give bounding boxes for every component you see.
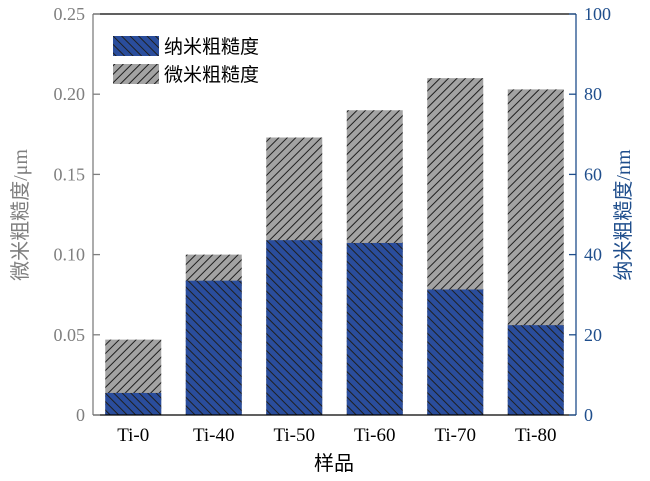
right-tick-label: 60	[584, 164, 602, 184]
right-tick-label: 0	[584, 405, 593, 425]
right-tick-label: 20	[584, 325, 602, 345]
micro-bars	[105, 78, 564, 416]
left-axis-title: 微米粗糙度/μm	[9, 149, 32, 281]
right-axis-ticks: 0 20 40 60 80 100	[569, 4, 611, 425]
nano-bar-Ti-40	[185, 280, 242, 415]
left-tick-label: 0	[76, 405, 85, 425]
nano-bar-Ti-0	[105, 392, 162, 415]
left-tick-label: 0.10	[54, 245, 86, 265]
x-tick-label: Ti-50	[273, 425, 315, 446]
legend: 纳米粗糙度 微米粗糙度	[113, 36, 259, 86]
nano-bar-Ti-80	[507, 325, 564, 415]
left-axis-ticks: 0 0.05 0.10 0.15 0.20 0.25	[54, 4, 100, 425]
x-tick-label: Ti-70	[434, 425, 476, 446]
legend-label-micro: 微米粗糙度	[164, 64, 259, 86]
nano-bar-Ti-50	[266, 240, 323, 415]
nano-bar-Ti-60	[346, 242, 403, 415]
left-tick-label: 0.15	[54, 164, 86, 184]
nano-bars	[105, 240, 564, 415]
left-tick-label: 0.25	[54, 4, 86, 24]
right-tick-label: 100	[584, 4, 611, 24]
x-tick-label: Ti-0	[117, 425, 149, 446]
legend-swatch-nano	[113, 36, 159, 56]
left-tick-label: 0.20	[54, 84, 86, 104]
nano-bar-Ti-70	[427, 289, 484, 415]
legend-swatch-micro	[113, 64, 159, 84]
x-tick-label: Ti-40	[193, 425, 235, 446]
right-tick-label: 80	[584, 84, 602, 104]
x-tick-label: Ti-80	[515, 425, 557, 446]
right-tick-label: 40	[584, 245, 602, 265]
x-axis-ticks: Ti-0 Ti-40 Ti-50 Ti-60 Ti-70 Ti-80	[117, 425, 556, 446]
x-tick-label: Ti-60	[354, 425, 396, 446]
right-axis-title: 纳米粗糙度/nm	[612, 149, 635, 281]
left-tick-label: 0.05	[54, 325, 86, 345]
legend-label-nano: 纳米粗糙度	[164, 36, 259, 58]
x-axis-title: 样品	[314, 452, 354, 475]
